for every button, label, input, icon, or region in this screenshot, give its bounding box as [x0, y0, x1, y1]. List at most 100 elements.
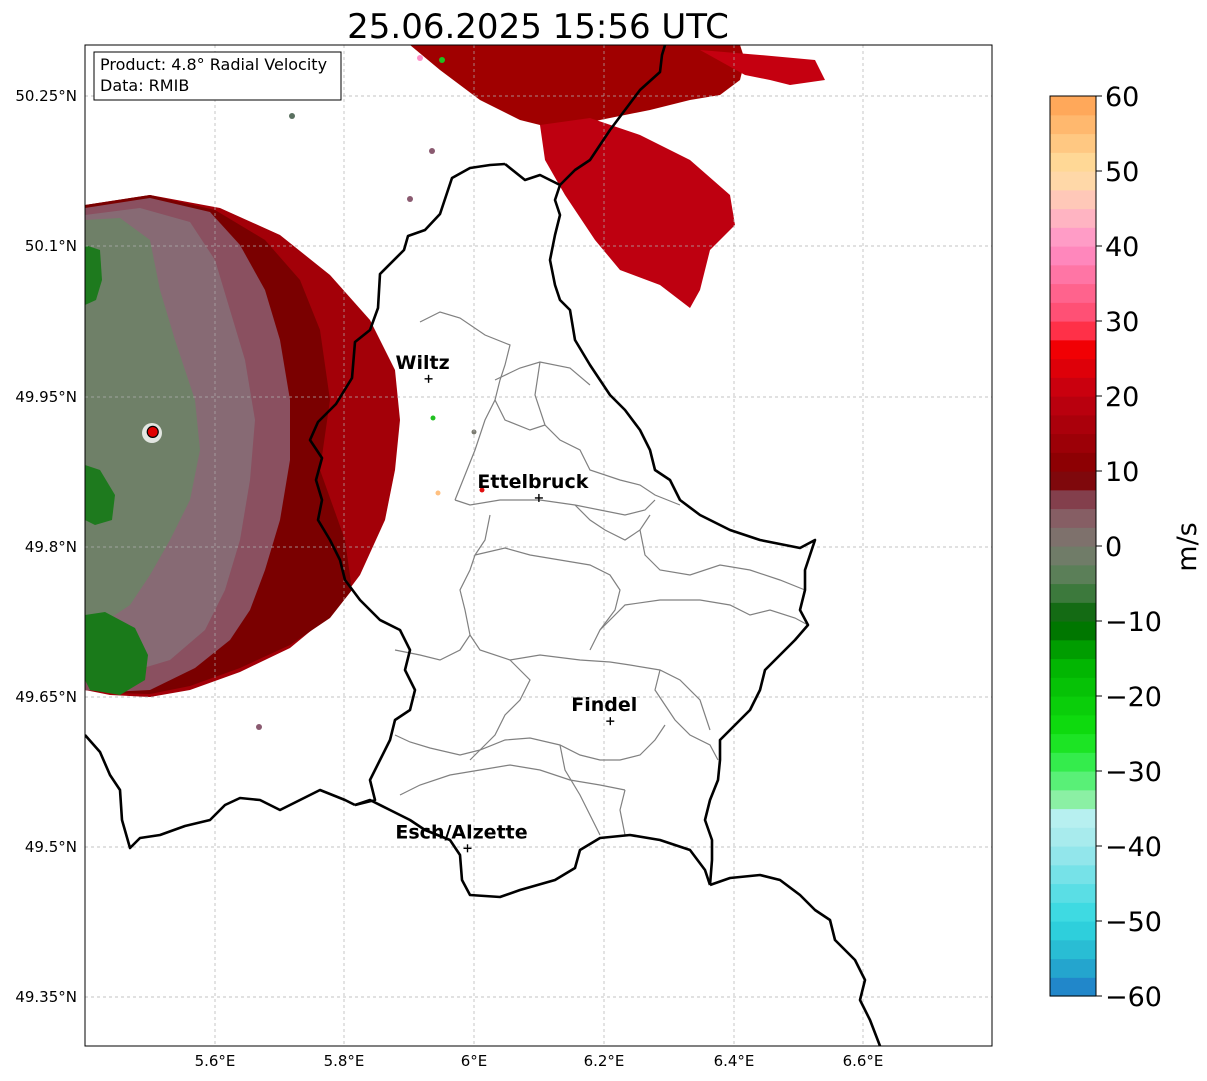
- colorbar-tick-label: 0: [1105, 532, 1122, 563]
- colorbar-segment: [1050, 752, 1096, 772]
- colorbar-segment: [1050, 489, 1096, 510]
- city-label: Esch/Alzette: [395, 821, 527, 843]
- radar-site-dot: [146, 425, 159, 438]
- canton-borders: [394, 311, 809, 836]
- colorbar-segment: [1050, 808, 1096, 828]
- colorbar-tick-label: 60: [1105, 82, 1139, 113]
- colorbar-segment: [1050, 602, 1096, 622]
- colorbar-tick-label: 50: [1105, 157, 1139, 188]
- city-marker: Wiltz: [396, 352, 450, 383]
- lon-tick-labels: 5.6°E 5.8°E 6°E 6.2°E 6.4°E 6.6°E: [195, 1052, 884, 1070]
- colorbar-segment: [1050, 902, 1096, 922]
- colorbar-segment: [1050, 621, 1096, 641]
- map-area: Wiltz Ettelbruck Findel Esch/Alzette Produc…: [85, 45, 992, 1046]
- lon-tick-label: 6.4°E: [714, 1052, 755, 1070]
- colorbar-segment: [1050, 358, 1096, 378]
- border-be-fr: [85, 734, 356, 850]
- city-marker: Ettelbruck: [477, 471, 589, 502]
- colorbar-segment: [1050, 789, 1096, 810]
- border-lu-de: [504, 162, 817, 886]
- echo-ne-band: [540, 118, 735, 308]
- radar-site-marker: [142, 423, 162, 443]
- colorbar-segment: [1050, 508, 1096, 528]
- colorbar-segment: [1050, 133, 1096, 153]
- info-source-text: Data: RMIB: [100, 76, 189, 95]
- lon-tick-label: 6.2°E: [584, 1052, 625, 1070]
- colorbar-segment: [1050, 827, 1096, 847]
- colorbar-segment: [1050, 208, 1096, 228]
- colorbar-segment: [1050, 846, 1096, 866]
- colorbar-segment: [1050, 321, 1096, 341]
- country-borders: [85, 45, 882, 1046]
- lat-tick-label: 50.1°N: [25, 237, 77, 255]
- city-markers: Wiltz Ettelbruck Findel Esch/Alzette: [395, 352, 637, 853]
- city-label: Wiltz: [396, 352, 450, 374]
- echo-ne-tail: [700, 50, 825, 85]
- colorbar-segment: [1050, 171, 1096, 191]
- colorbar-ticks: 60 50 40 30 20 10 0 −10 −20 −30 −40 −50 −60: [1096, 82, 1162, 1013]
- map-title: 25.06.2025 15:56 UTC: [347, 7, 729, 47]
- lat-tick-label: 49.65°N: [15, 688, 77, 706]
- colorbar-segment: [1050, 152, 1096, 172]
- colorbar-segment: [1050, 939, 1096, 960]
- colorbar-segment: [1050, 471, 1096, 491]
- colorbar-segment: [1050, 639, 1096, 660]
- lat-tick-label: 49.5°N: [25, 838, 77, 856]
- city-marker: Esch/Alzette: [395, 821, 528, 853]
- colorbar-segment: [1050, 189, 1096, 210]
- echo-green-sw: [85, 612, 148, 695]
- colorbar-segment: [1050, 696, 1096, 716]
- colorbar-tick-label: 40: [1105, 232, 1139, 263]
- colorbar-segment: [1050, 564, 1096, 585]
- info-box: Product: 4.8° Radial Velocity Data: RMIB: [93, 51, 342, 101]
- border-be-de-north: [559, 45, 667, 186]
- colorbar-segment: [1050, 714, 1096, 735]
- colorbar-tick-label: 30: [1105, 307, 1139, 338]
- colorbar-segment: [1050, 96, 1096, 116]
- colorbar-segment: [1050, 264, 1096, 285]
- colorbar-unit-label: m/s: [1172, 522, 1203, 571]
- colorbar-tick-label: −60: [1105, 982, 1162, 1013]
- colorbar-segment: [1050, 921, 1096, 941]
- lon-tick-label: 5.6°E: [195, 1052, 236, 1070]
- colorbar-tick-label: −50: [1105, 907, 1162, 938]
- colorbar-segment: [1050, 546, 1096, 566]
- lon-tick-label: 6.6°E: [843, 1052, 884, 1070]
- colorbar-tick-label: −30: [1105, 757, 1162, 788]
- colorbar-segment: [1050, 227, 1096, 247]
- colorbar: 60 50 40 30 20 10 0 −10 −20 −30 −40 −50 −60 m/s: [1049, 82, 1203, 1013]
- map-frame: [84, 44, 993, 1047]
- lat-tick-label: 50.25°N: [15, 87, 77, 105]
- colorbar-segment: [1050, 414, 1096, 435]
- colorbar-segment: [1050, 527, 1096, 547]
- lon-tick-label: 6°E: [461, 1052, 488, 1070]
- colorbar-segment: [1050, 583, 1096, 603]
- lon-tick-label: 5.8°E: [324, 1052, 365, 1070]
- echo-green-w: [85, 465, 115, 525]
- colorbar-segment: [1050, 246, 1096, 266]
- echo-green-nw: [85, 245, 102, 305]
- border-de-fr: [709, 873, 882, 1046]
- colorbar-tick-label: −40: [1105, 832, 1162, 863]
- city-label: Ettelbruck: [477, 471, 588, 493]
- echo-grey-green: [85, 218, 200, 625]
- colorbar-segment: [1050, 114, 1096, 135]
- info-product-text: Product: 4.8° Radial Velocity: [100, 55, 327, 74]
- colorbar-segment: [1050, 977, 1096, 997]
- colorbar-segment: [1050, 883, 1096, 903]
- border-lu-fr: [354, 798, 712, 899]
- lat-tick-label: 49.8°N: [25, 538, 77, 556]
- colorbar-segment: [1050, 958, 1096, 978]
- border-lu-be: [308, 162, 506, 807]
- colorbar-segments: [1050, 96, 1096, 997]
- colorbar-segment: [1050, 283, 1096, 303]
- colorbar-segment: [1050, 433, 1096, 453]
- lat-tick-label: 49.95°N: [15, 388, 77, 406]
- colorbar-segment: [1050, 771, 1096, 791]
- city-marker: Findel: [571, 694, 637, 726]
- colorbar-tick-label: 20: [1105, 382, 1139, 413]
- colorbar-segment: [1050, 658, 1096, 678]
- colorbar-segment: [1050, 377, 1096, 397]
- colorbar-segment: [1050, 396, 1096, 416]
